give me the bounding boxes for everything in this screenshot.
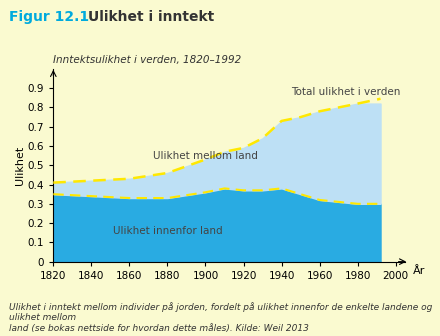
Text: Ulikhet i inntekt mellom individer på jorden, fordelt på ulikhet innenfor de enk: Ulikhet i inntekt mellom individer på jo… — [9, 302, 432, 333]
Text: År: År — [413, 265, 425, 276]
Text: Inntektsulikhet i verden, 1820–1992: Inntektsulikhet i verden, 1820–1992 — [53, 55, 242, 65]
Text: Ulikhet i inntekt: Ulikhet i inntekt — [88, 10, 214, 24]
Y-axis label: Ulikhet: Ulikhet — [15, 145, 25, 185]
Text: Figur 12.1: Figur 12.1 — [9, 10, 94, 24]
Text: Ulikhet mellom land: Ulikhet mellom land — [153, 151, 258, 161]
Text: Ulikhet innenfor land: Ulikhet innenfor land — [113, 226, 222, 236]
Text: Total ulikhet i verden: Total ulikhet i verden — [291, 87, 400, 97]
